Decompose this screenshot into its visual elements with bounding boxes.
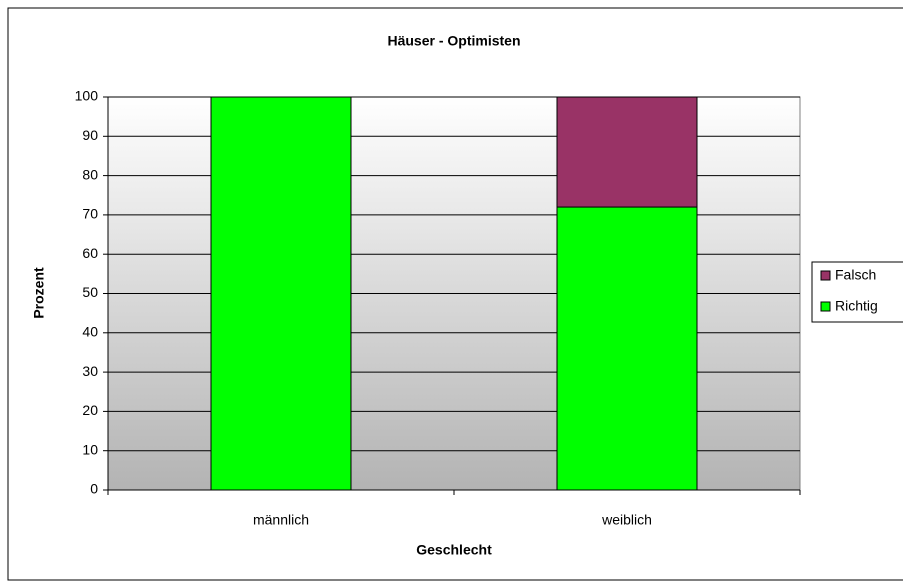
bar-segment [556, 96, 698, 208]
legend-label: Richtig [835, 298, 878, 314]
y-tick-label: 100 [75, 88, 99, 104]
y-tick-label: 20 [82, 402, 98, 418]
bar-segment [556, 206, 698, 491]
y-tick-label: 40 [82, 324, 98, 340]
y-tick-label: 70 [82, 206, 98, 222]
legend-label: Falsch [835, 267, 876, 283]
y-tick-label: 80 [82, 166, 98, 182]
x-tick-label: männlich [253, 512, 309, 528]
y-tick-label: 0 [90, 481, 98, 497]
y-tick-label: 60 [82, 245, 98, 261]
bar-segment [210, 96, 352, 491]
y-tick-label: 50 [82, 284, 98, 300]
x-axis-label: Geschlecht [416, 542, 492, 558]
legend-swatch [820, 301, 831, 312]
legend-swatch [820, 270, 831, 281]
y-tick-label: 90 [82, 127, 98, 143]
y-tick-label: 10 [82, 441, 98, 457]
x-tick-label: weiblich [601, 512, 652, 528]
y-tick-label: 30 [82, 363, 98, 379]
y-axis-label: Prozent [31, 267, 47, 319]
chart-title: Häuser - Optimisten [387, 33, 520, 49]
